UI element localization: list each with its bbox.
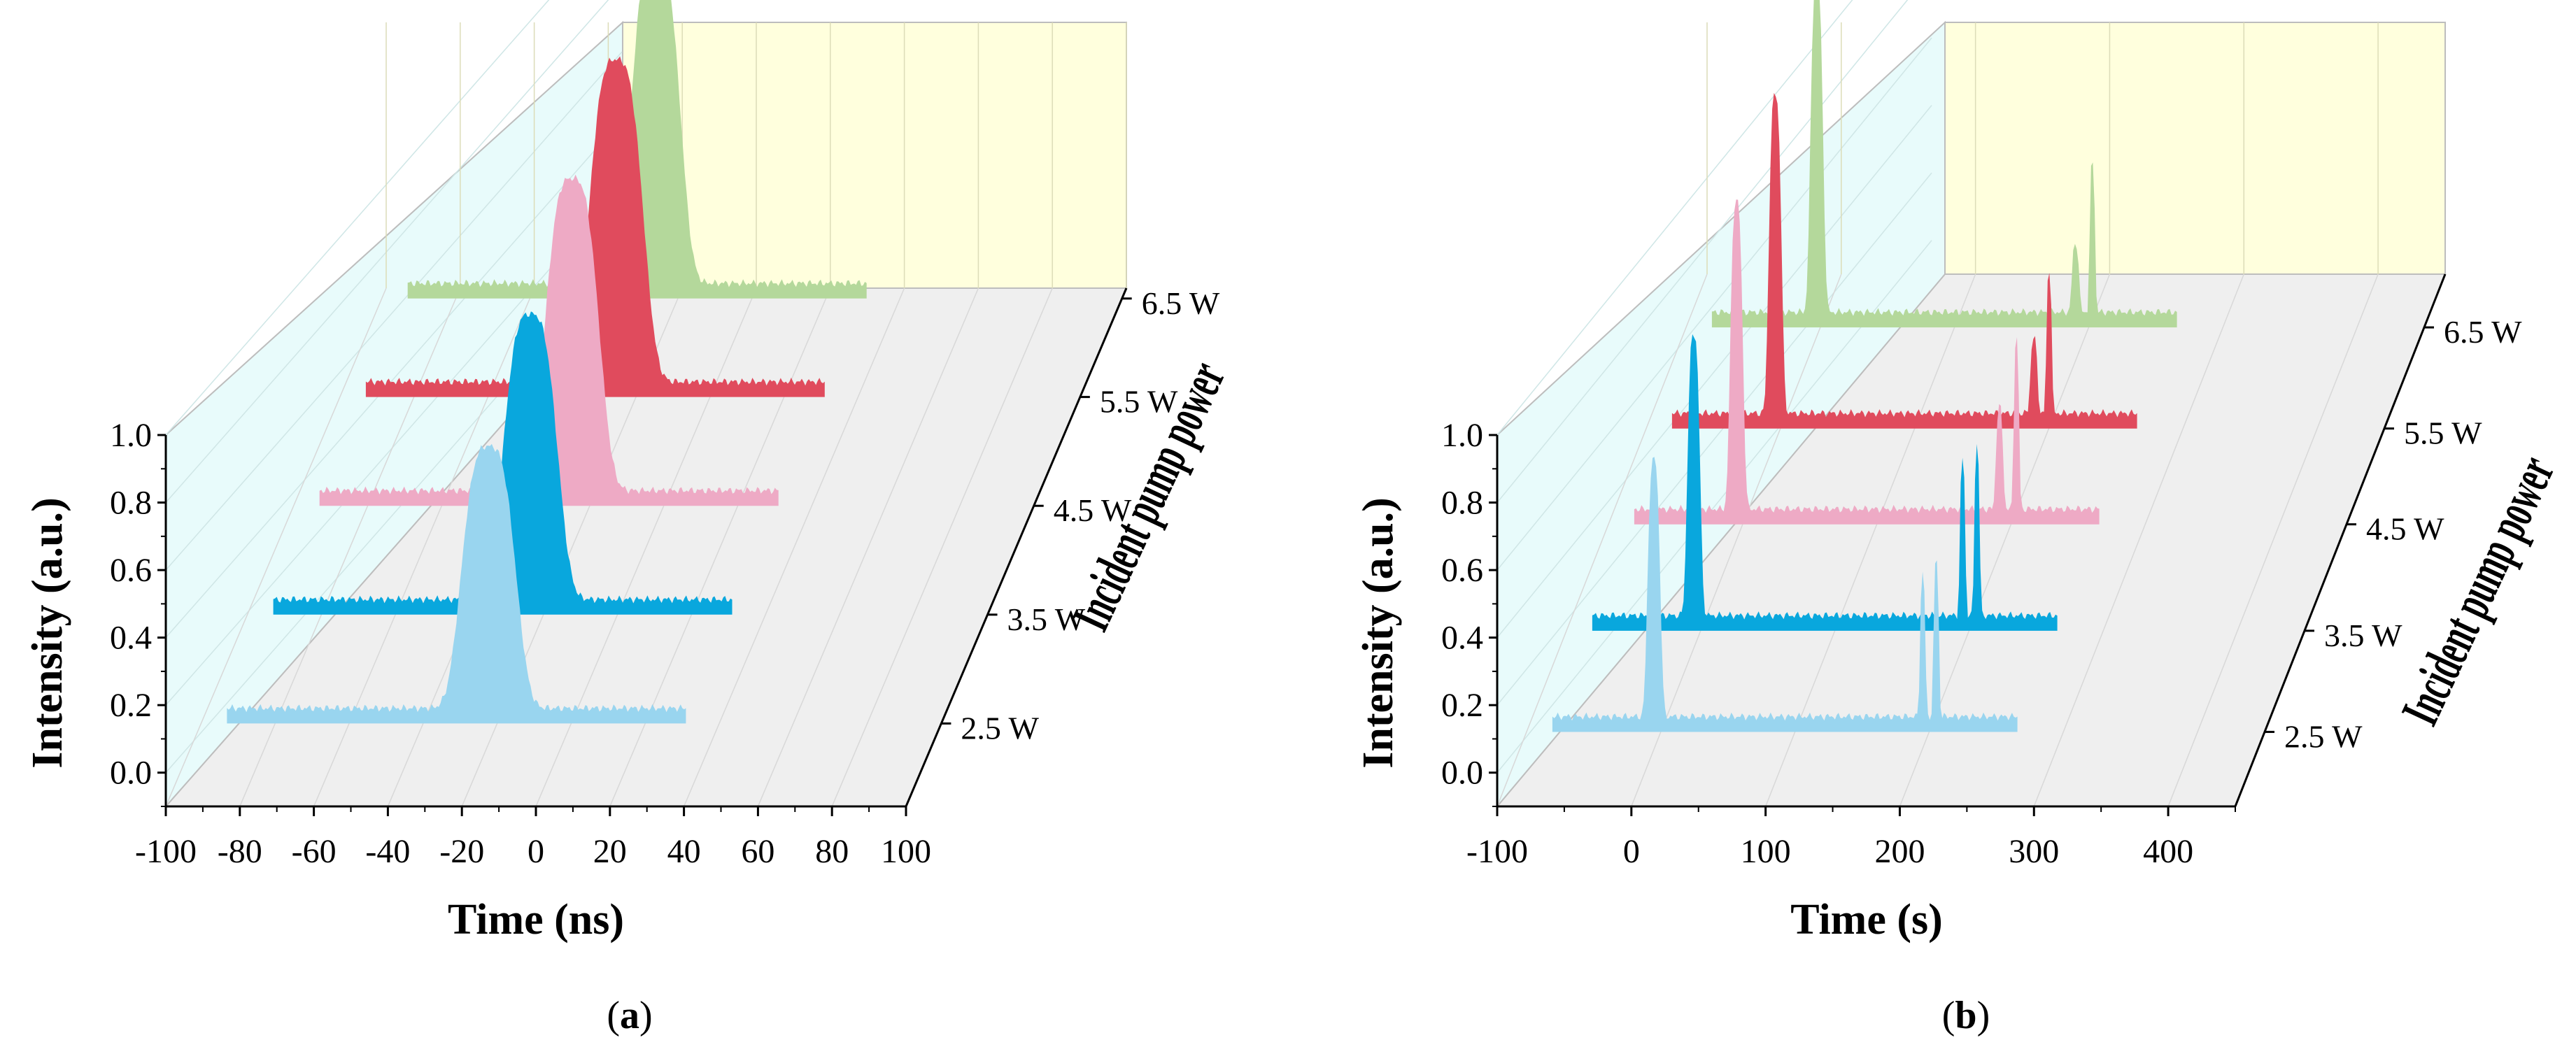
y-axis-ticks: 0.0 0.2 0.4 0.6 0.8 1.0 bbox=[110, 417, 166, 807]
series-label: 3.5 W bbox=[2324, 618, 2402, 653]
series-label: 5.5 W bbox=[1100, 384, 1178, 420]
y-tick-label: 0.0 bbox=[110, 755, 152, 792]
series-label: 2.5 W bbox=[2284, 718, 2363, 754]
x-tick-label: -20 bbox=[439, 833, 484, 870]
floor-gridline bbox=[831, 287, 1053, 807]
x-axis-ticks: -100 0 100 200 300 400 bbox=[1466, 806, 2236, 870]
x-tick-label: 100 bbox=[881, 833, 931, 870]
y-tick-label: 1.0 bbox=[110, 417, 152, 454]
y-tick-label: 0.0 bbox=[1441, 755, 1483, 792]
depth-axis-line bbox=[2234, 273, 2447, 807]
side-gridline bbox=[1496, 105, 1932, 639]
series-area-3.5W bbox=[1592, 334, 2058, 631]
y-tick-label: 0.4 bbox=[1441, 620, 1483, 657]
panel-b: 6.5 W5.5 W4.5 W3.5 W2.5 W 0.00.20.40.60.… bbox=[1354, 0, 2566, 1037]
waterfall-series bbox=[227, 0, 867, 724]
x-axis-ticks: -100 -80 -60 -40 -20 0 20 40 60 80 100 bbox=[135, 806, 931, 870]
series-area-2.5W bbox=[1552, 457, 2018, 732]
series-label: 3.5 W bbox=[1007, 601, 1086, 637]
series-area-2.5W bbox=[227, 443, 686, 724]
side-gridline bbox=[1496, 172, 1932, 706]
panel-label: (a) bbox=[607, 994, 652, 1037]
x-tick-label: 300 bbox=[2009, 833, 2059, 870]
panel-a: 6.5 W5.5 W4.5 W3.5 W2.5 W 0.00.20.40.60.… bbox=[24, 0, 1237, 1037]
y-axis-ticks: 0.0 0.2 0.4 0.6 0.8 1.0 bbox=[1441, 417, 1497, 807]
y-tick-label: 0.8 bbox=[110, 485, 152, 522]
side-gridline bbox=[1496, 0, 1909, 504]
x-tick-label: 0 bbox=[1623, 833, 1640, 870]
gridlines bbox=[1496, 0, 2379, 807]
x-tick-label: -100 bbox=[1466, 833, 1528, 870]
x-tick-label: -60 bbox=[292, 833, 337, 870]
series-label: 6.5 W bbox=[1142, 285, 1220, 321]
y-axis-title: Intensity (a.u.) bbox=[24, 497, 71, 769]
x-tick-label: -40 bbox=[365, 833, 410, 870]
side-gridline bbox=[1496, 37, 1932, 571]
x-tick-label: -80 bbox=[218, 833, 262, 870]
y-tick-label: 0.2 bbox=[1441, 687, 1483, 724]
y-tick-label: 0.6 bbox=[110, 552, 152, 589]
back-wall bbox=[622, 22, 1127, 289]
floor-gridline bbox=[1496, 273, 1708, 807]
x-tick-label: 200 bbox=[1874, 833, 1925, 870]
x-tick-label: 400 bbox=[2143, 833, 2193, 870]
side-gridline bbox=[1496, 240, 1932, 774]
depth-axis-title: Incident pump power bbox=[2390, 447, 2566, 733]
y-tick-label: 0.8 bbox=[1441, 485, 1483, 522]
floor-gridline bbox=[2167, 273, 2379, 807]
x-tick-label: 20 bbox=[593, 833, 627, 870]
x-tick-label: 80 bbox=[815, 833, 849, 870]
y-tick-label: 0.2 bbox=[110, 687, 152, 724]
series-label: 4.5 W bbox=[1054, 492, 1132, 528]
side-gridline bbox=[165, 0, 550, 436]
series-area-4.5W bbox=[319, 174, 779, 506]
series-area-3.5W bbox=[273, 311, 733, 615]
y-tick-label: 1.0 bbox=[1441, 417, 1483, 454]
floor-gridline bbox=[165, 287, 387, 807]
floor-gridline bbox=[683, 287, 905, 807]
x-tick-label: 40 bbox=[667, 833, 701, 870]
series-area-5.5W bbox=[365, 56, 825, 397]
x-tick-label: 60 bbox=[741, 833, 774, 870]
power-labels: 6.5 W 5.5 W 4.5 W 3.5 W 2.5 W bbox=[2265, 314, 2522, 754]
floor-gridline bbox=[757, 287, 979, 807]
side-gridline bbox=[1496, 0, 1853, 436]
series-label: 2.5 W bbox=[961, 710, 1039, 746]
panel-label: (b) bbox=[1942, 994, 1990, 1037]
y-tick-label: 0.4 bbox=[110, 620, 152, 657]
side-gridline bbox=[165, 0, 609, 504]
y-tick-label: 0.6 bbox=[1441, 552, 1483, 589]
series-label: 4.5 W bbox=[2366, 511, 2444, 547]
side-gridline bbox=[165, 51, 623, 571]
x-axis-title: Time (ns) bbox=[448, 896, 624, 943]
floor-gridline bbox=[2033, 273, 2244, 807]
side-gridline bbox=[165, 119, 623, 639]
depth-axis-line bbox=[905, 287, 1128, 807]
x-tick-label: 0 bbox=[528, 833, 544, 870]
series-label: 6.5 W bbox=[2444, 314, 2522, 350]
power-labels: 6.5 W 5.5 W 4.5 W 3.5 W 2.5 W bbox=[941, 285, 1220, 746]
side-gridline bbox=[165, 186, 623, 706]
x-tick-label: 100 bbox=[1741, 833, 1791, 870]
x-axis-title: Time (s) bbox=[1790, 896, 1943, 943]
back-wall bbox=[1944, 22, 2446, 275]
x-tick-label: -100 bbox=[135, 833, 197, 870]
waterfall-series bbox=[1552, 0, 2177, 732]
y-axis-title: Intensity (a.u.) bbox=[1354, 497, 1402, 769]
series-label: 5.5 W bbox=[2404, 415, 2482, 451]
